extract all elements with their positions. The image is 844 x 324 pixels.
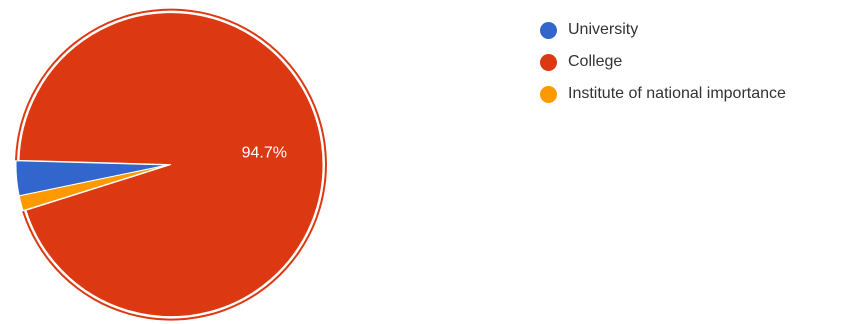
legend-label: Institute of national importance — [568, 85, 786, 102]
legend-item-institute-of-national-importance[interactable]: Institute of national importance — [540, 78, 786, 110]
pie-slices — [15, 8, 327, 321]
legend-swatch-icon — [540, 53, 557, 71]
legend-label: College — [568, 53, 623, 70]
legend-item-college[interactable]: College — [540, 46, 786, 78]
pie-slice-college[interactable] — [18, 12, 324, 318]
legend-item-university[interactable]: University — [540, 14, 786, 46]
legend-swatch-icon — [540, 21, 557, 39]
legend: University College Institute of national i… — [540, 14, 786, 110]
legend-label: University — [568, 21, 639, 38]
data-label-college: 94.7% — [242, 145, 287, 162]
pie-data-labels: 94.7% — [242, 145, 287, 162]
legend-swatch-icon — [540, 85, 557, 103]
pie-slice-institute-of-national-importance[interactable] — [18, 164, 169, 212]
